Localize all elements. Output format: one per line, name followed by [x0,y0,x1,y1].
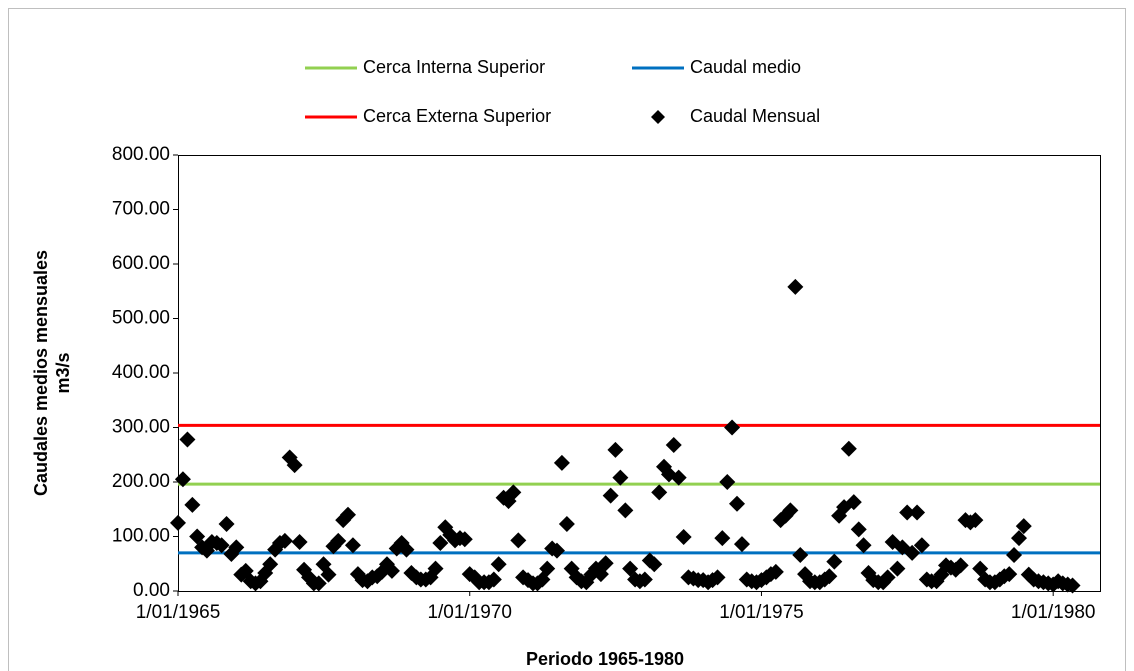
y-tick-label: 400.00 [112,362,170,383]
data-point [291,533,308,550]
data-point [184,496,201,513]
data-point [913,537,930,554]
data-point [597,555,614,572]
data-point [675,529,692,546]
data-point [320,566,337,583]
data-point [909,504,926,521]
data-point [174,471,191,488]
data-point [714,530,731,547]
data-point [879,569,896,586]
legend-label: Caudal medio [690,57,801,77]
plot-border [178,155,1101,592]
x-tick-label: 1/01/1975 [719,602,804,623]
data-point [344,537,361,554]
data-point [179,431,196,448]
data-point [383,562,400,579]
data-point [636,571,653,588]
y-tick-label: 800.00 [112,144,170,165]
x-axis-label: Periodo 1965-1980 [526,649,684,669]
y-tick-label: 600.00 [112,253,170,274]
data-point [602,487,619,504]
data-point [855,537,872,554]
data-point [553,454,570,471]
data-point [967,512,984,529]
chart-border [8,8,1126,671]
data-point [665,436,682,453]
y-axis-label: m3/s [53,352,73,393]
y-tick-label: 700.00 [112,199,170,220]
data-point [286,457,303,474]
y-tick-label: 100.00 [112,526,170,547]
data-point [845,494,862,511]
data-point [787,278,804,295]
data-point [617,502,634,519]
data-point [213,537,230,554]
data-point [228,539,245,556]
data-point [821,568,838,585]
data-point [1001,566,1018,583]
data-point [904,544,921,561]
data-point [840,440,857,457]
data-point [952,557,969,574]
data-point [646,556,663,573]
data-point [733,536,750,553]
x-tick-label: 1/01/1965 [136,602,221,623]
data-point [729,495,746,512]
data-point [539,560,556,577]
y-tick-label: 200.00 [112,471,170,492]
data-point [427,560,444,577]
data-point [899,504,916,521]
data-point [276,532,293,549]
data-point [607,441,624,458]
data-point [612,469,629,486]
y-axis-label: Caudales medios mensuales [31,250,51,496]
y-tick-label: 0.00 [133,580,170,601]
data-point [505,484,522,501]
data-point [558,515,575,532]
y-tick-label: 300.00 [112,417,170,438]
data-point [1010,530,1027,547]
data-point [432,535,449,552]
data-point [330,532,347,549]
data-point [724,419,741,436]
data-point [456,531,473,548]
data-point [792,547,809,564]
data-point [218,515,235,532]
legend-label: Cerca Externa Superior [363,106,551,126]
data-point [651,484,668,501]
data-point [826,553,843,570]
data-point [1064,577,1081,594]
legend-label: Caudal Mensual [690,106,820,126]
data-point [485,571,502,588]
y-tick-label: 500.00 [112,308,170,329]
data-point [310,575,327,592]
data-point [767,563,784,580]
data-point [670,469,687,486]
data-point [889,560,906,577]
legend-swatch [651,110,665,124]
data-point [782,502,799,519]
data-point [510,532,527,549]
data-point [490,556,507,573]
x-tick-label: 1/01/1970 [427,602,512,623]
data-point [170,514,186,531]
data-point [548,542,565,559]
data-point [850,521,867,538]
data-point [719,474,736,490]
data-point [398,541,415,558]
data-point [1006,547,1023,564]
x-tick-label: 1/01/1980 [1011,602,1096,623]
legend-label: Cerca Interna Superior [363,57,545,77]
data-point [339,506,356,523]
data-point [709,569,726,586]
data-point [262,556,279,573]
data-point [1015,518,1032,535]
